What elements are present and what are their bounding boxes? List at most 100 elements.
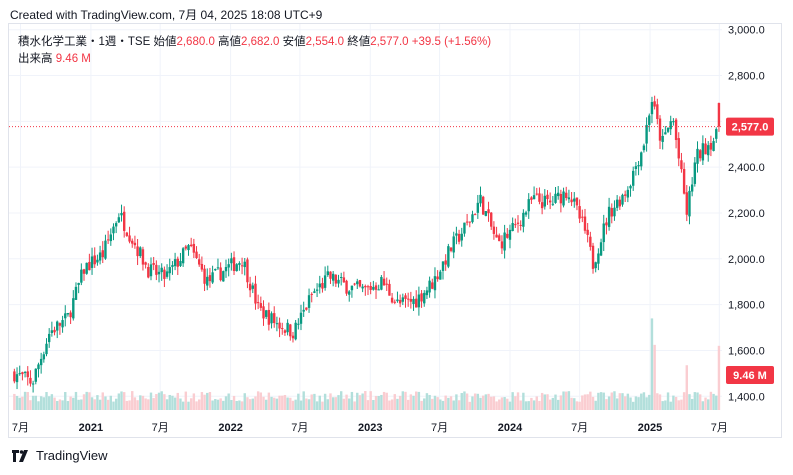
candle-body [672,121,675,123]
candle-body [460,233,463,241]
candle-body [506,233,509,238]
legend-low-label: 安値 [282,36,306,48]
candle-body [674,119,678,141]
volume-bar [551,397,555,410]
volume-bar [219,398,222,410]
candle-body [398,299,402,304]
volume-bar [562,391,565,410]
candle-body [640,152,643,167]
candle-body [101,250,104,258]
candle-body [682,168,686,194]
candle-body [353,283,356,285]
candle-body [645,124,648,144]
candle-body [13,371,16,382]
volume-bar [82,394,86,410]
volume-bar [345,394,348,410]
candle-body [18,373,21,375]
candle-body [415,298,418,308]
volume-bar [117,393,121,410]
volume-bar [112,401,115,410]
volume-bar [468,401,471,410]
candle-body [216,267,220,269]
volume-bar [101,392,104,410]
volume-bar [669,401,672,410]
volume-bar [463,391,466,410]
candle-body [171,265,174,267]
candle-body [648,115,651,125]
candle-body [323,275,327,288]
volume-bar [409,394,413,410]
volume-bar [350,391,354,410]
volume-bar [685,365,688,410]
volume-bar [377,395,380,410]
volume-bar [157,392,161,410]
candle-body [498,235,501,242]
candle-body [345,280,348,294]
volume-bar [393,394,396,410]
price-tags: 2,577.0 9.46 M [726,117,774,384]
volume-bar [629,397,632,410]
candle-body [339,276,343,278]
candle-body [80,269,83,283]
candles [13,95,721,393]
volume-bar [556,399,560,410]
candle-body [294,322,297,340]
volume-bar [546,394,549,410]
volume-bar [342,398,346,410]
volume-bar [682,392,686,410]
candle-body [139,247,142,257]
legend-high-value: 2,682.0 [241,36,280,48]
volume-bar [329,393,332,410]
volume-bar [672,395,675,410]
candle-body [286,322,289,333]
candle-body [313,291,316,293]
candle-body [243,261,246,268]
candle-body [179,260,182,266]
candle-body [109,234,113,242]
volume-bar [23,391,27,410]
volume-bar [297,393,300,410]
volume-bar [610,392,613,410]
candle-body [431,282,434,289]
volume-bar [436,397,439,410]
candle-body [567,197,571,200]
volume-bar [144,398,147,410]
candle-body [157,271,161,275]
candle-body [147,266,150,278]
candle-body [629,185,632,189]
candle-body [473,214,477,216]
candle-body [401,297,405,302]
candle-body [487,209,490,214]
candle-body [364,285,367,288]
candle-body [548,200,552,203]
candle-body [106,239,110,241]
volume-bar [690,398,694,410]
candle-body [404,295,407,299]
volume-bar [404,391,407,410]
candle-body [463,222,466,234]
tradingview-brand[interactable]: TradingView [12,448,108,463]
candle-body [21,372,24,375]
candle-body [664,132,667,135]
candle-body [168,267,171,274]
candle-body [519,224,522,226]
volume-bar [256,391,260,410]
volume-bar [366,400,370,410]
candle-body [238,263,241,265]
volume-bar [356,392,359,410]
volume-bar [698,394,702,410]
volume-bar [139,395,142,410]
volume-bar [69,396,72,410]
volume-bar [270,396,273,410]
legend-ohlc-row: 積水化学工業・1週・TSE 始値2,680.0 高値2,682.0 安値2,55… [18,34,491,51]
candle-body [390,297,394,303]
chart-frame[interactable] [8,23,782,438]
volume-bar [53,397,56,410]
volume-bar [565,391,568,410]
volume-bar [323,393,327,410]
volume-bar [516,392,520,410]
volume-bar [634,396,638,410]
volume-bar [96,395,99,410]
volume-bar [471,396,474,410]
